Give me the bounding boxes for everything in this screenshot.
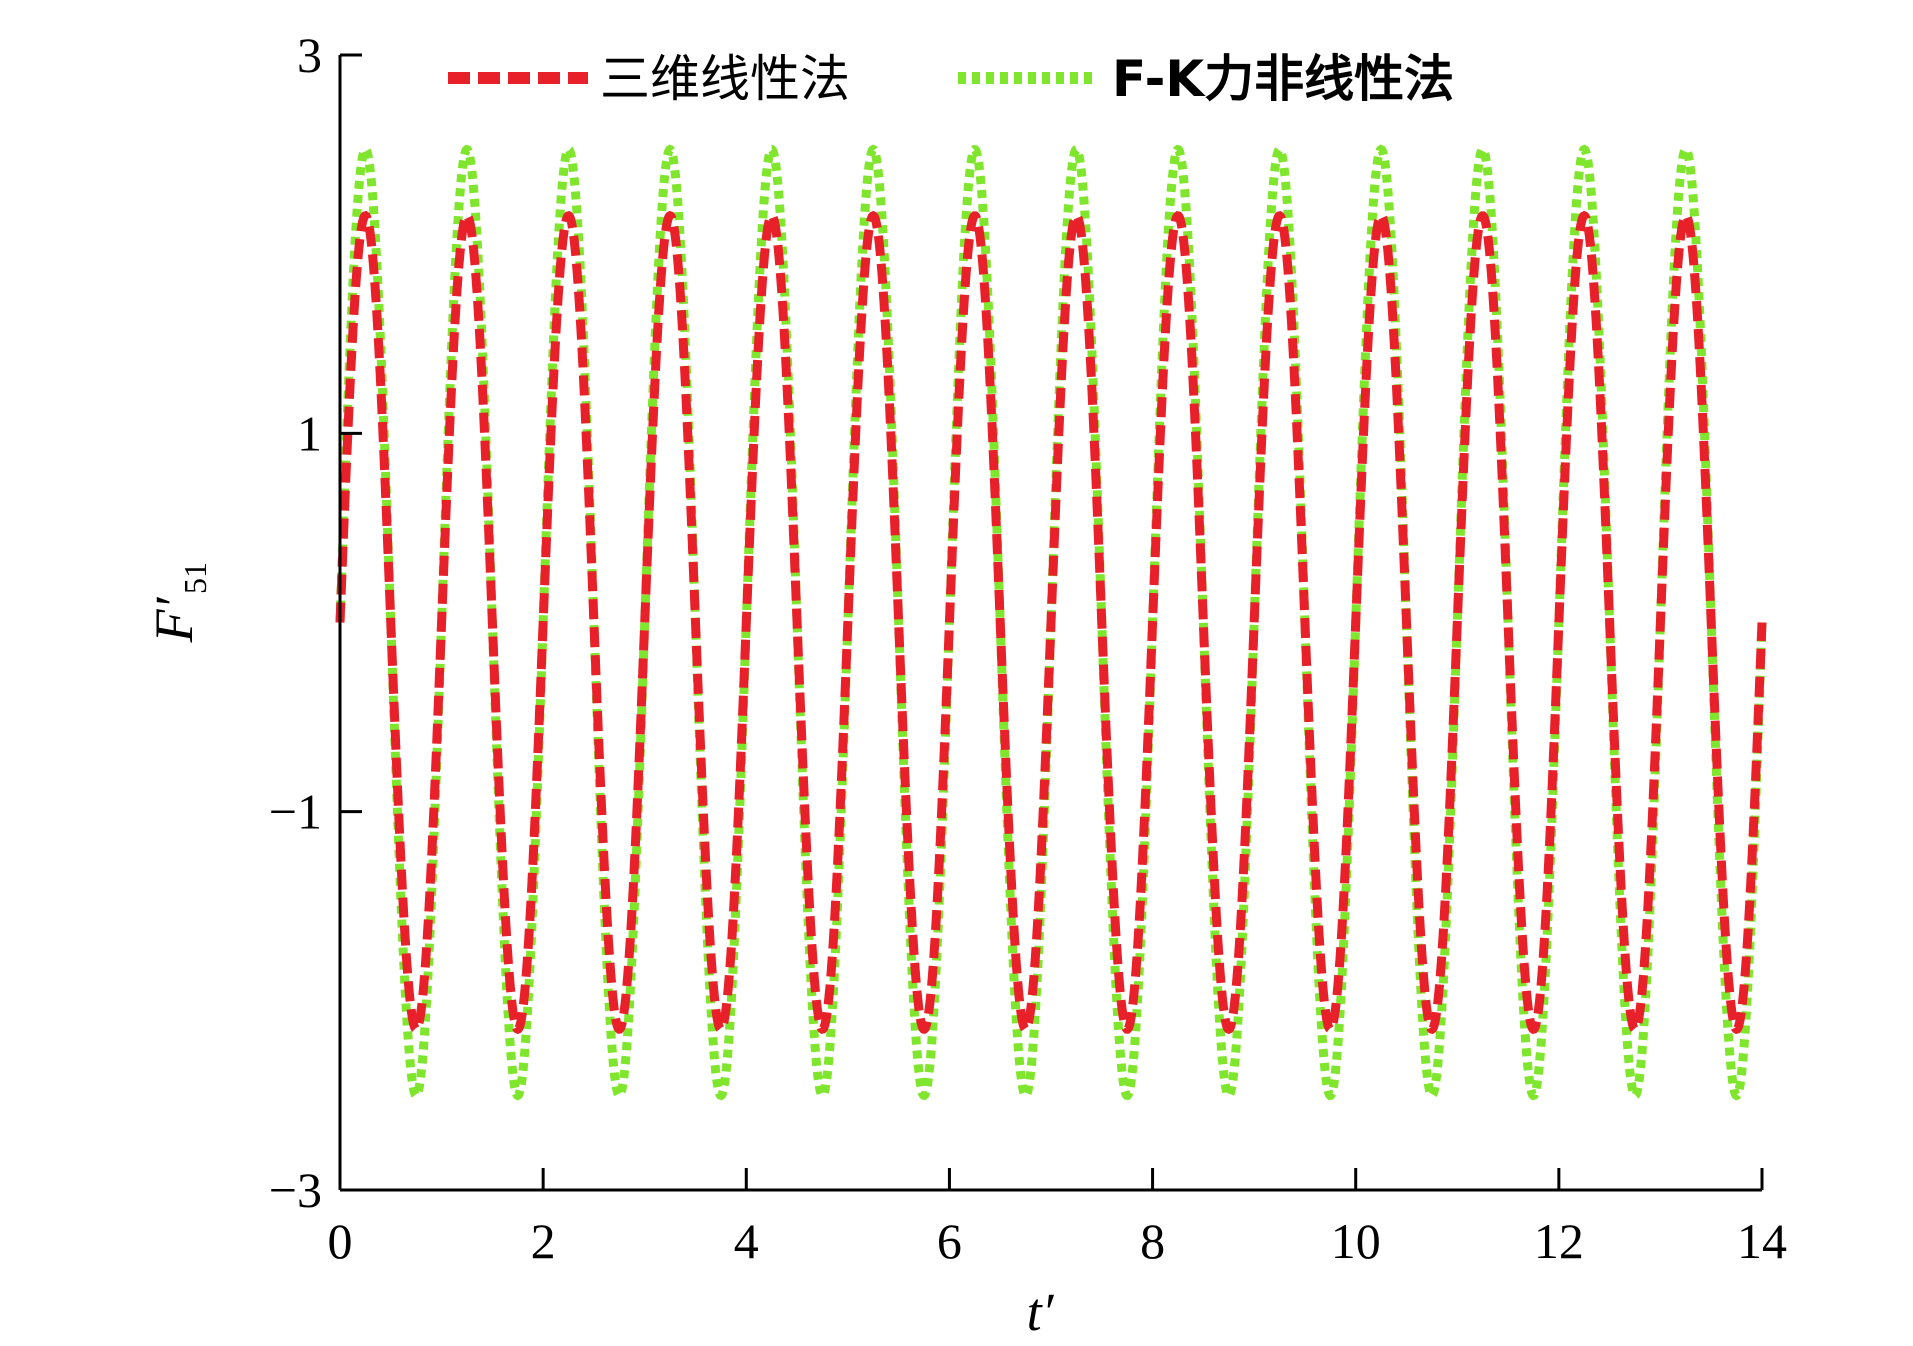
y-tick-label-2: −1 <box>269 784 322 840</box>
legend-label-series-1: F-K力非线性法 <box>1112 50 1454 108</box>
x-tick-label-0: 0 <box>328 1213 353 1269</box>
y-axis-label-subscript: 51 <box>177 562 213 594</box>
y-tick-label-1: 1 <box>297 405 322 461</box>
ticks-layer: 0 2 4 6 8 10 12 14 3 1 −1 −3 <box>269 27 1787 1269</box>
x-tick-label-3: 6 <box>937 1213 962 1269</box>
series-layer <box>335 144 1767 1101</box>
legend: 三维线性法 F-K力非线性法 <box>448 50 1454 108</box>
series-line-1 <box>335 144 1767 1101</box>
x-tick-label-6: 12 <box>1534 1213 1584 1269</box>
x-tick-label-1: 2 <box>531 1213 556 1269</box>
y-tick-label-3: −3 <box>269 1162 322 1218</box>
y-axis-label-group: F′ 51 <box>144 562 213 643</box>
x-tick-label-4: 8 <box>1140 1213 1165 1269</box>
x-tick-label-2: 4 <box>734 1213 759 1269</box>
legend-label-series-0: 三维线性法 <box>600 50 850 108</box>
x-tick-label-5: 10 <box>1331 1213 1381 1269</box>
x-axis-label: t′ <box>1027 1282 1055 1342</box>
y-axis-label: F′ <box>144 596 204 643</box>
y-tick-label-0: 3 <box>297 27 322 83</box>
series-line-0 <box>335 210 1767 1035</box>
x-tick-label-7: 14 <box>1737 1213 1787 1269</box>
